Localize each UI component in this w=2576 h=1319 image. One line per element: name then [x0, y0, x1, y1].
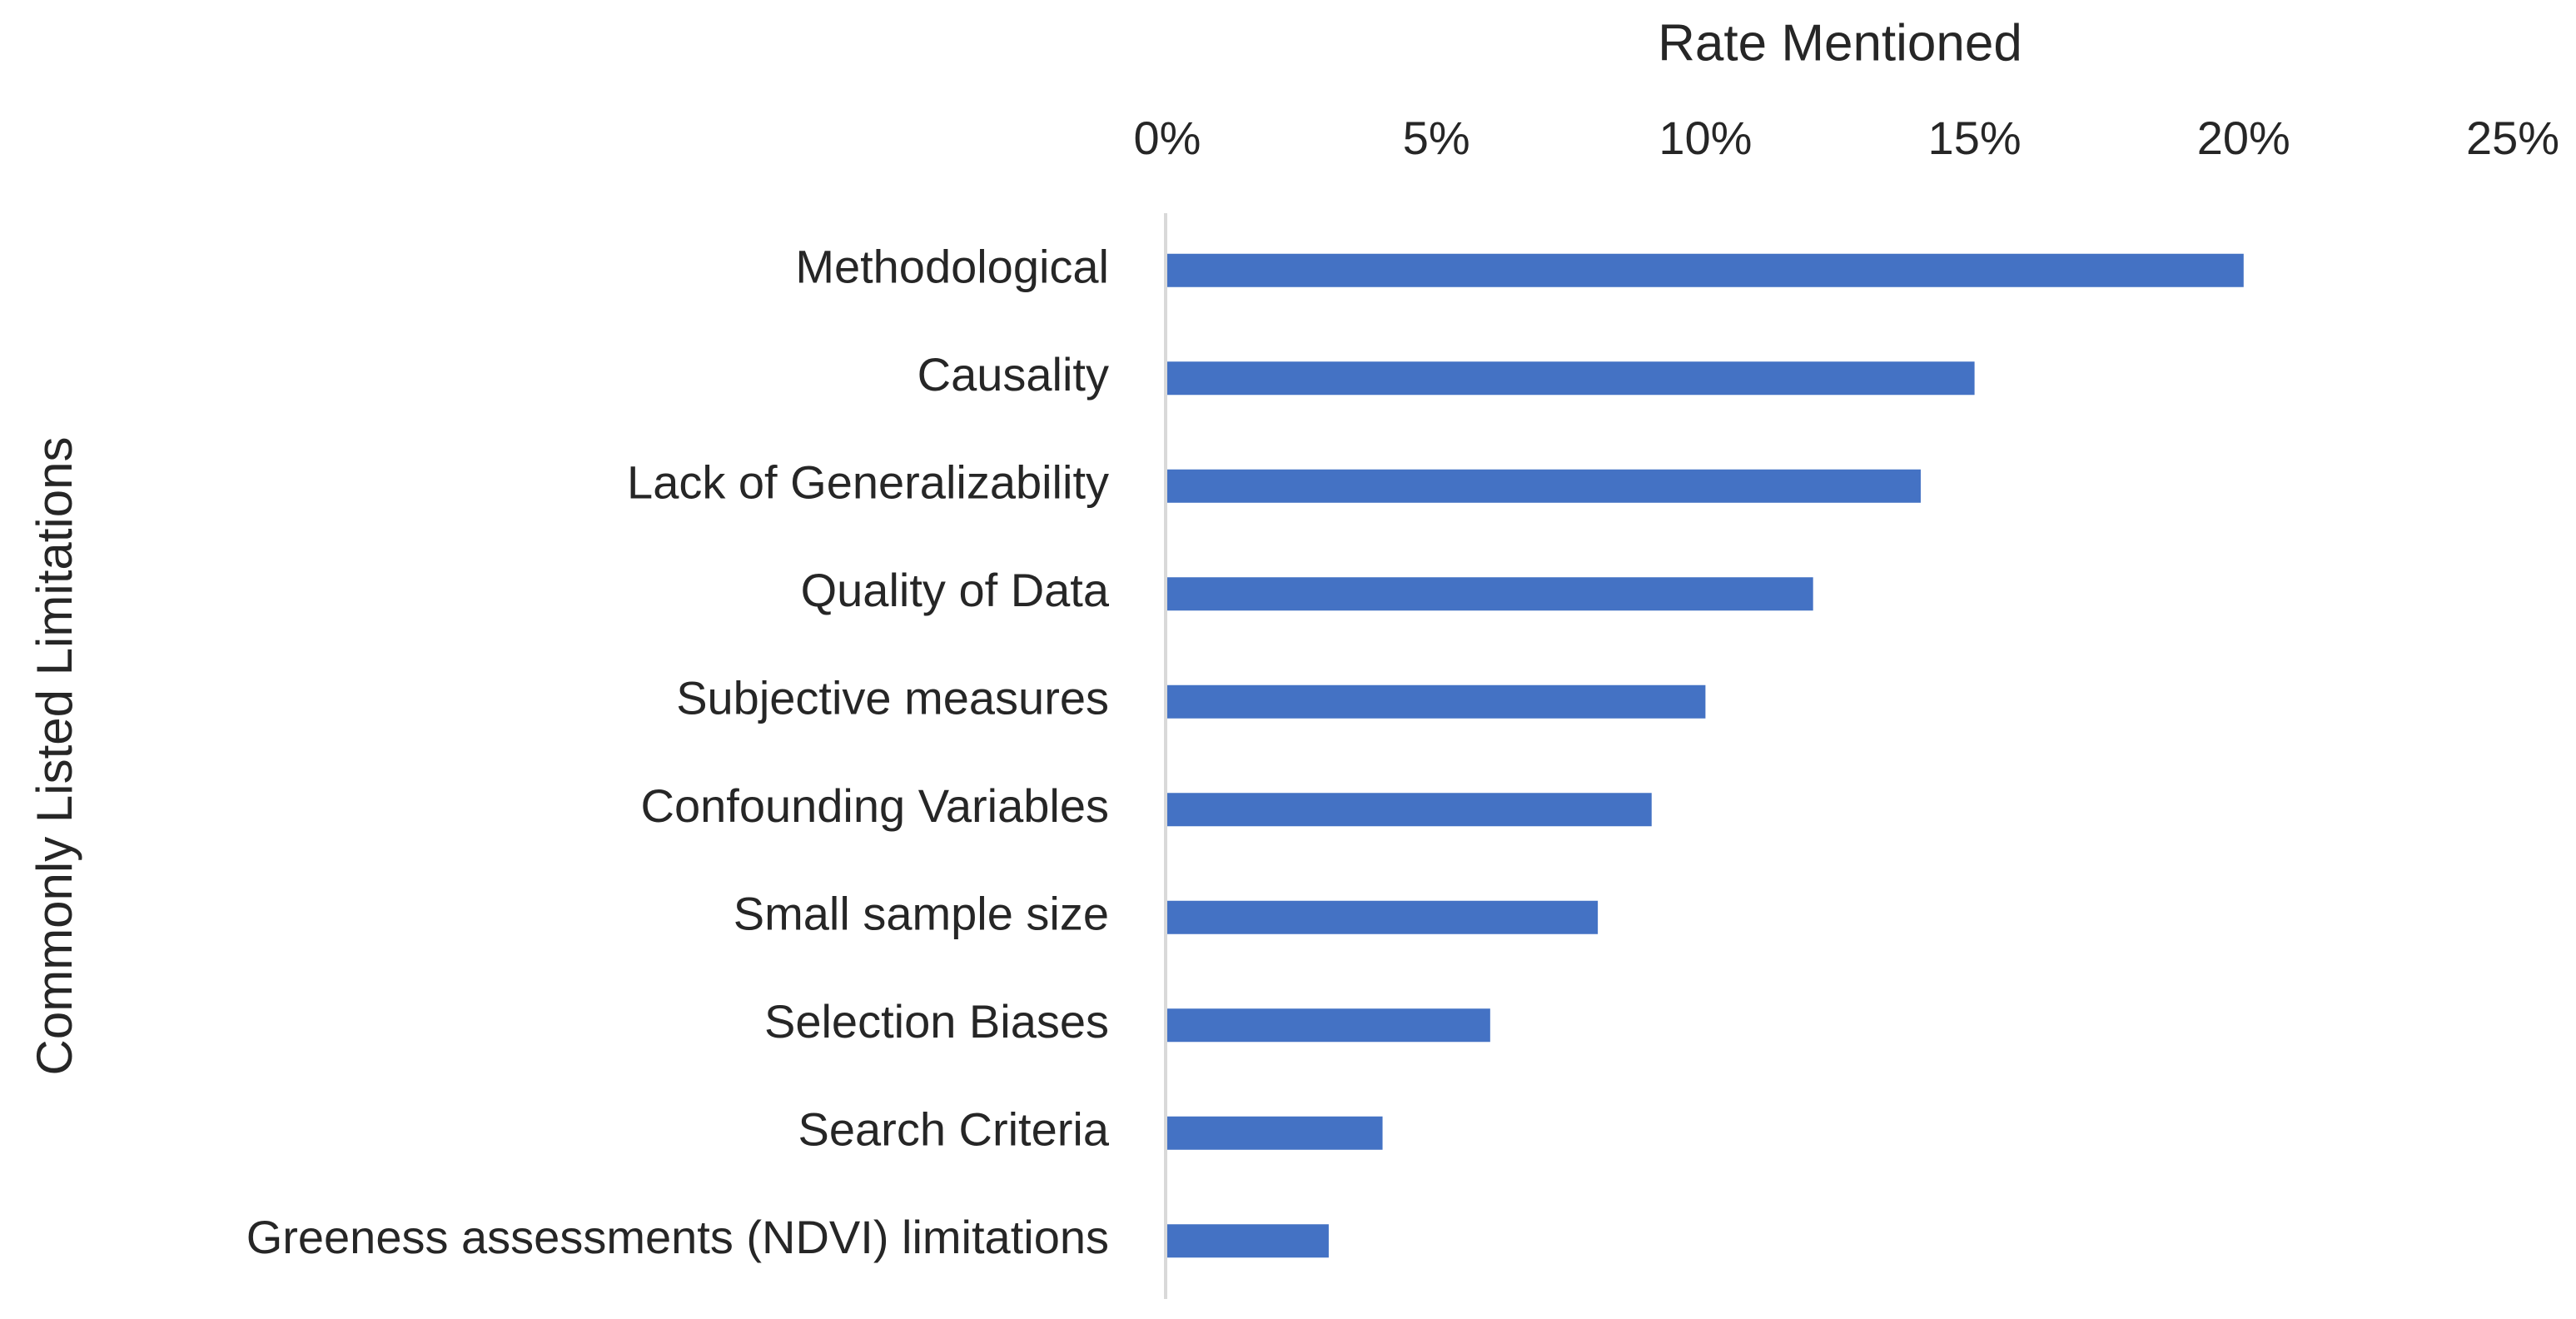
y-tick-label: Greeness assessments (NDVI) limitations	[246, 1211, 1109, 1263]
y-tick-label: Confounding Variables	[641, 779, 1109, 832]
x-tick-label: 20%	[2197, 112, 2290, 164]
y-axis-title: Commonly Listed Limitations	[27, 437, 82, 1076]
y-tick-label: Lack of Generalizability	[627, 456, 1109, 509]
y-tick-label: Subjective measures	[676, 672, 1109, 724]
y-tick-label: Causality	[918, 348, 1109, 401]
bar	[1167, 253, 2244, 287]
y-tick-label: Selection Biases	[764, 995, 1109, 1048]
bar	[1167, 1116, 1383, 1150]
x-tick-label: 0%	[1134, 112, 1201, 164]
bar	[1167, 469, 1921, 503]
x-tick-label: 15%	[1928, 112, 2022, 164]
x-tick-label: 25%	[2466, 112, 2559, 164]
y-tick-label: Quality of Data	[801, 564, 1110, 616]
bar	[1167, 684, 1706, 719]
bar	[1167, 900, 1599, 934]
y-tick-label: Small sample size	[734, 888, 1109, 940]
x-tick-label: 5%	[1403, 112, 1470, 164]
bar	[1167, 1224, 1329, 1258]
bar	[1167, 577, 1813, 611]
y-tick-label: Search Criteria	[798, 1103, 1110, 1156]
bar	[1167, 793, 1652, 827]
x-axis-title: Rate Mentioned	[1658, 14, 2022, 72]
bar	[1167, 361, 1975, 396]
bar	[1167, 1008, 1490, 1043]
y-tick-label: Methodological	[795, 241, 1109, 293]
x-tick-label: 10%	[1658, 112, 1752, 164]
